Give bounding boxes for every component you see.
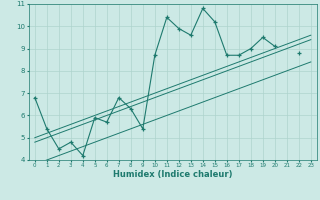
X-axis label: Humidex (Indice chaleur): Humidex (Indice chaleur): [113, 170, 233, 179]
